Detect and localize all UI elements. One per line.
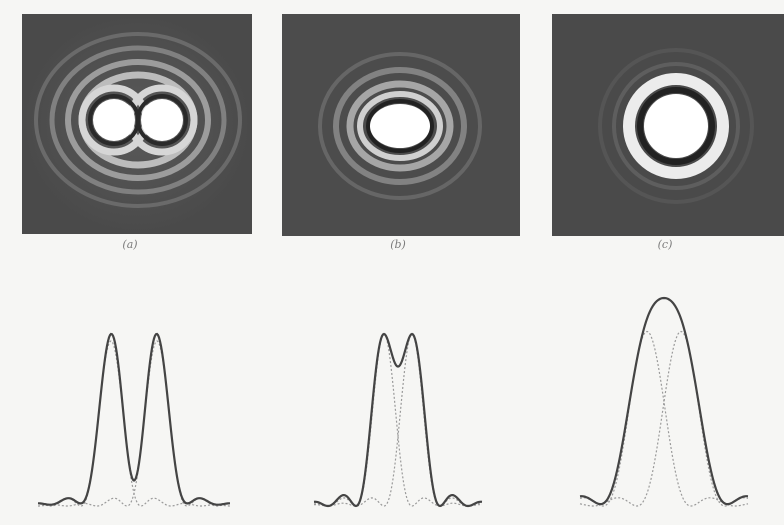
profile-c-total [579, 296, 749, 506]
airy-disk-left [93, 99, 135, 141]
intensity-profiles [37, 296, 749, 508]
merged-airy-disk [370, 104, 430, 148]
profile-a-total [38, 332, 230, 506]
caption-b: (b) [390, 238, 406, 251]
caption-c: (c) [657, 238, 673, 251]
profile-b-component-right [314, 333, 482, 507]
single-airy-disk [644, 94, 708, 158]
profile-c [579, 296, 749, 507]
diffraction-pattern-b [282, 14, 520, 236]
profile-b [313, 332, 483, 508]
diffraction-pattern-c [552, 14, 784, 236]
outer-rings-a [34, 32, 242, 208]
profile-b-total [313, 332, 483, 508]
profile-c-component-left [579, 330, 749, 507]
profile-a-component-right [38, 340, 231, 507]
profile-a [37, 332, 231, 507]
diffraction-pattern-a [22, 14, 252, 234]
profile-b-component-left [314, 333, 482, 507]
profile-c-component-right [579, 330, 749, 507]
airy-disk-right [141, 99, 183, 141]
caption-a: (a) [122, 238, 138, 251]
